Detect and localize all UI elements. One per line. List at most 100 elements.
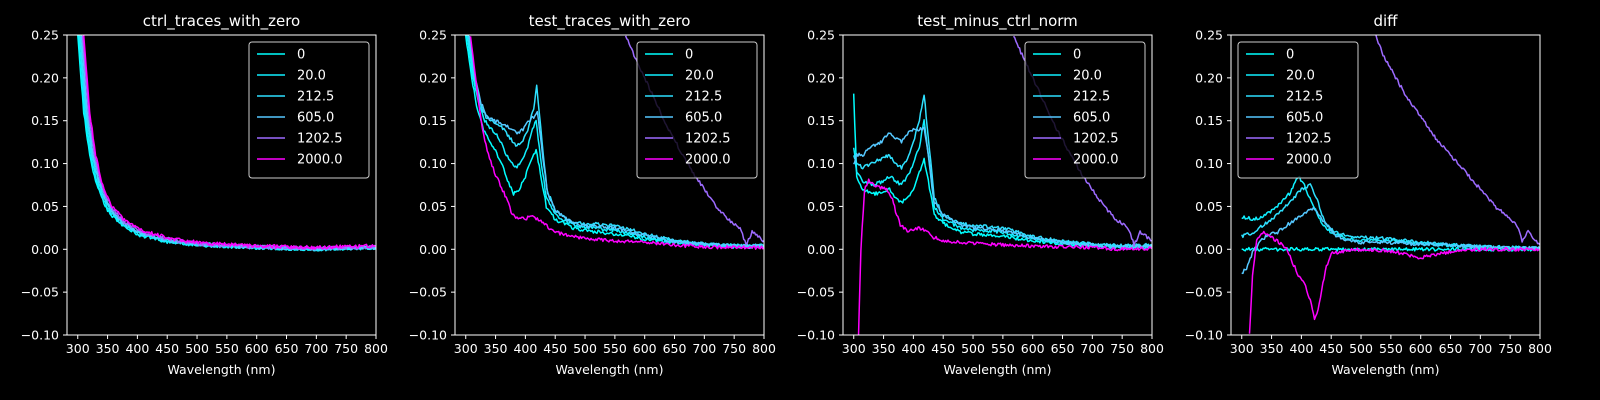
axes-frame (454, 34, 765, 336)
legend-box (1237, 41, 1359, 179)
x-tick-label: 800 (752, 341, 776, 356)
series-line (853, 126, 1152, 249)
y-tick-label: −0.10 (409, 328, 447, 343)
x-tick-label: 500 (1349, 341, 1373, 356)
y-tick-label: 0.20 (31, 70, 59, 85)
x-tick-label: 600 (1409, 341, 1433, 356)
x-tick-label: 550 (215, 341, 239, 356)
y-tick-label: −0.10 (1185, 328, 1223, 343)
x-tick-label: 750 (1498, 341, 1522, 356)
chart-title: test_minus_ctrl_norm (917, 12, 1078, 31)
legend-label: 20.0 (685, 69, 714, 84)
x-tick-label: 500 (961, 341, 985, 356)
x-tick-label: 400 (125, 341, 149, 356)
legend-label: 2000.0 (297, 153, 343, 168)
series-line (1241, 183, 1540, 251)
y-tick-label: −0.05 (21, 285, 59, 300)
y-tick-label: 0.00 (1195, 242, 1223, 257)
x-axis-label: Wavelength (nm) (556, 362, 664, 377)
legend-label: 20.0 (1073, 69, 1102, 84)
plot-area (77, 35, 376, 252)
x-tick-label: 450 (155, 341, 179, 356)
x-tick-label: 650 (1051, 341, 1075, 356)
x-tick-label: 300 (454, 341, 478, 356)
x-axis-label: Wavelength (nm) (1332, 362, 1440, 377)
axes-frame (66, 34, 377, 336)
series-line (1375, 35, 1540, 246)
y-tick-label: 0.25 (419, 28, 447, 43)
legend-label: 20.0 (297, 69, 326, 84)
x-tick-label: 800 (1528, 341, 1552, 356)
series-line (467, 35, 764, 248)
x-tick-label: 300 (842, 341, 866, 356)
legend-label: 0 (685, 48, 693, 63)
y-tick-label: −0.10 (797, 328, 835, 343)
plot-area (852, 35, 1152, 335)
x-tick-label: 700 (692, 341, 716, 356)
subplot: ctrl_traces_with_zero 300 350 400 450 500 550 6… (21, 12, 388, 377)
x-tick-label: 450 (931, 341, 955, 356)
x-tick-label: 500 (573, 341, 597, 356)
series-line (852, 94, 1152, 248)
y-tick-label: −0.05 (409, 285, 447, 300)
x-tick-label: 750 (722, 341, 746, 356)
x-tick-label: 350 (1260, 341, 1284, 356)
y-tick-label: 0.25 (807, 28, 835, 43)
x-tick-label: 800 (364, 341, 388, 356)
legend: 0 20.0 212.5 605.0 1202.5 2000.0 (1024, 41, 1146, 179)
legend-label: 212.5 (1073, 90, 1110, 105)
legend-label: 1202.5 (1286, 132, 1332, 147)
x-tick-label: 500 (185, 341, 209, 356)
y-tick-label: −0.10 (21, 328, 59, 343)
y-tick-label: 0.20 (1195, 70, 1223, 85)
x-tick-label: 700 (1080, 341, 1104, 356)
x-tick-label: 800 (1140, 341, 1164, 356)
axes-frame (1230, 34, 1541, 336)
legend-label: 0 (1073, 48, 1081, 63)
legend-label: 1202.5 (1073, 132, 1119, 147)
series-line (468, 35, 764, 249)
subplot: test_minus_ctrl_norm 300 350 400 450 500 550 60… (797, 12, 1164, 377)
legend-label: 2000.0 (1286, 153, 1332, 168)
x-axis-label: Wavelength (nm) (168, 362, 276, 377)
series-line (857, 178, 1152, 335)
x-tick-label: 400 (513, 341, 537, 356)
y-tick-label: 0.25 (31, 28, 59, 43)
legend-box (636, 41, 758, 179)
series-line (1248, 230, 1540, 334)
y-tick-label: 0.20 (807, 70, 835, 85)
x-tick-label: 300 (66, 341, 90, 356)
legend: 0 20.0 212.5 605.0 1202.5 2000.0 (248, 41, 370, 179)
subplot: test_traces_with_zero 300 350 400 450 500 550 6… (409, 12, 776, 377)
y-tick-label: 0.05 (419, 199, 447, 214)
series-line (82, 35, 376, 250)
y-tick-label: 0.15 (31, 113, 59, 128)
legend-label: 0 (1286, 48, 1294, 63)
x-tick-label: 700 (1468, 341, 1492, 356)
x-tick-label: 650 (663, 341, 687, 356)
x-tick-label: 550 (1379, 341, 1403, 356)
x-tick-label: 350 (484, 341, 508, 356)
x-tick-label: 450 (543, 341, 567, 356)
legend-label: 212.5 (297, 90, 334, 105)
x-tick-label: 450 (1319, 341, 1343, 356)
legend-label: 212.5 (685, 90, 722, 105)
y-tick-label: 0.10 (807, 156, 835, 171)
y-tick-label: 0.05 (31, 199, 59, 214)
x-tick-label: 350 (872, 341, 896, 356)
axes-frame (842, 34, 1153, 336)
chart-title: diff (1373, 12, 1398, 30)
legend-label: 1202.5 (685, 132, 731, 147)
legend-label: 2000.0 (1073, 153, 1119, 168)
subplot: diff 300 350 400 450 500 550 600 650 700 750 800 −0.… (1185, 12, 1552, 377)
x-tick-label: 700 (304, 341, 328, 356)
legend-label: 20.0 (1286, 69, 1315, 84)
x-tick-label: 600 (633, 341, 657, 356)
y-tick-label: 0.10 (31, 156, 59, 171)
legend-label: 0 (297, 48, 305, 63)
x-tick-label: 600 (245, 341, 269, 356)
legend-label: 605.0 (685, 111, 722, 126)
x-tick-label: 400 (901, 341, 925, 356)
y-tick-label: 0.00 (31, 242, 59, 257)
